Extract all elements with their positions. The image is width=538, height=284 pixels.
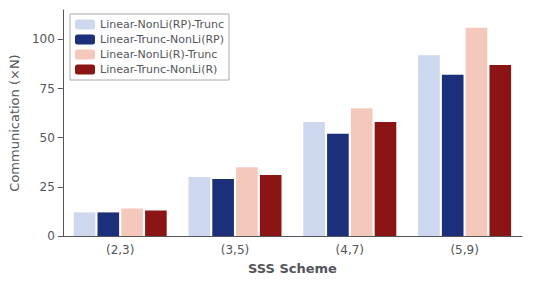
- svg-text:Linear-Trunc-NonLi(RP): Linear-Trunc-NonLi(RP): [100, 33, 224, 46]
- svg-text:Linear-NonLi(RP)-Trunc: Linear-NonLi(RP)-Trunc: [100, 18, 224, 31]
- svg-text:100: 100: [32, 32, 55, 46]
- svg-text:(2,3): (2,3): [106, 243, 134, 257]
- svg-text:SSS Scheme: SSS Scheme: [248, 261, 337, 276]
- svg-text:0: 0: [47, 229, 55, 243]
- svg-text:(5,9): (5,9): [450, 243, 478, 257]
- svg-text:Communication (×N): Communication (×N): [7, 54, 22, 191]
- svg-text:50: 50: [40, 131, 55, 145]
- svg-text:Linear-NonLi(R)-Trunc: Linear-NonLi(R)-Trunc: [100, 48, 217, 61]
- svg-text:(4,7): (4,7): [336, 243, 364, 257]
- svg-text:Linear-Trunc-NonLi(R): Linear-Trunc-NonLi(R): [100, 63, 217, 76]
- svg-text:75: 75: [40, 82, 55, 96]
- svg-text:(3,5): (3,5): [221, 243, 249, 257]
- svg-text:25: 25: [40, 180, 55, 194]
